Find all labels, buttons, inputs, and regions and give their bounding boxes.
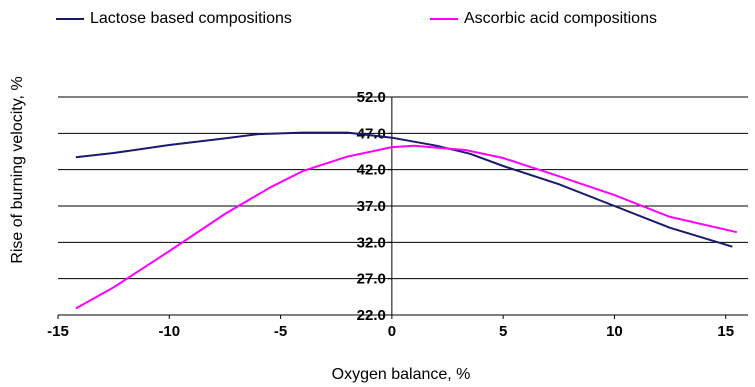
series-line-0 [75, 131, 733, 248]
series-line-1 [75, 144, 738, 310]
y-tick-label-6: 52.0 [357, 89, 386, 106]
x-tick-label-6: 15 [717, 323, 734, 340]
y-tick-label-5: 47.0 [357, 125, 386, 142]
x-tick-label-4: 5 [499, 323, 507, 340]
legend-item-ascorbic: Ascorbic acid compositions [430, 10, 657, 28]
y-tick-label-2: 32.0 [357, 234, 386, 251]
legend-item-lactose: Lactose based compositions [56, 10, 292, 28]
y-tick-label-4: 42.0 [357, 162, 386, 179]
x-tick-label-3: 0 [388, 323, 396, 340]
x-tick-label-0: -15 [47, 323, 69, 340]
legend-swatch-ascorbic [430, 18, 458, 20]
legend-label-ascorbic: Ascorbic acid compositions [464, 10, 657, 27]
y-tick-label-1: 27.0 [357, 271, 386, 288]
x-tick-label-1: -10 [158, 323, 180, 340]
x-tick-label-5: 10 [606, 323, 623, 340]
y-axis-title: Rise of burning velocity, % [9, 76, 26, 264]
x-axis-title: Oxygen balance, % [331, 366, 471, 383]
x-tick-label-2: -5 [274, 323, 287, 340]
y-tick-label-3: 37.0 [357, 198, 386, 215]
legend-swatch-lactose [56, 18, 84, 20]
legend-label-lactose: Lactose based compositions [90, 10, 292, 27]
